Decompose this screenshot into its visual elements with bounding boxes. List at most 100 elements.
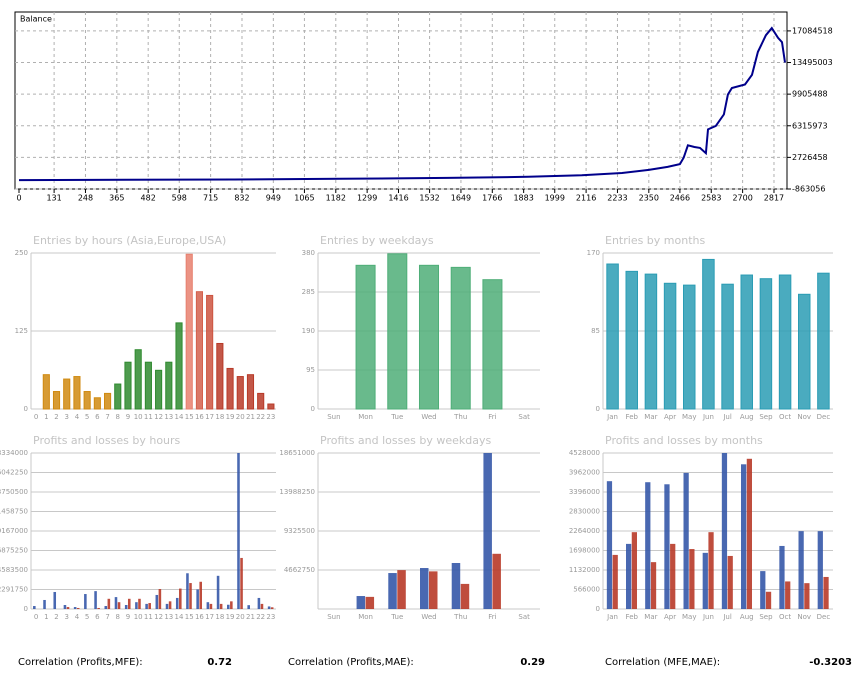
x-tick-label: Sat — [518, 413, 530, 421]
bar — [798, 531, 804, 609]
x-tick-label: 2817 — [764, 194, 784, 203]
bar — [663, 282, 677, 410]
x-tick-label: May — [682, 613, 696, 621]
x-tick-label: Jul — [722, 613, 732, 621]
y-tick-label: 2726458 — [792, 153, 828, 162]
correlation-label: Correlation (MFE,MAE): — [605, 657, 720, 668]
bar — [196, 589, 199, 609]
x-tick-label: 9 — [126, 413, 130, 421]
x-tick-label: 17 — [205, 413, 214, 421]
y-tick-label: 3396000 — [569, 488, 600, 496]
x-tick-label: Tue — [390, 413, 403, 421]
y-tick-label: 0 — [24, 605, 28, 613]
bar — [53, 591, 57, 609]
x-tick-label: Dec — [817, 613, 831, 621]
x-tick-label: 5 — [85, 613, 89, 621]
bar — [186, 573, 189, 609]
y-tick-label: 13988250 — [279, 488, 315, 496]
x-tick-label: 365 — [109, 194, 124, 203]
bar — [199, 581, 202, 609]
x-tick-label: 12 — [154, 413, 163, 421]
x-tick-label: Wed — [421, 613, 436, 621]
y-tick-label: 1698000 — [569, 547, 600, 555]
bar — [759, 278, 773, 410]
bar — [460, 583, 470, 609]
bar — [625, 270, 638, 410]
correlation-value: 0.29 — [520, 657, 545, 668]
x-tick-label: 15 — [185, 413, 194, 421]
bar — [148, 603, 151, 609]
bar — [483, 453, 492, 609]
bar — [206, 602, 210, 609]
bar — [397, 570, 406, 609]
bar — [260, 603, 264, 609]
bar — [631, 532, 637, 609]
x-tick-label: 0 — [34, 613, 38, 621]
bar — [760, 571, 766, 609]
bar — [492, 553, 501, 609]
x-tick-label: 2700 — [732, 194, 752, 203]
x-tick-label: 3 — [64, 413, 68, 421]
x-tick-label: Thu — [453, 413, 467, 421]
bar — [63, 605, 67, 609]
x-tick-label: 248 — [78, 194, 93, 203]
bar — [817, 531, 823, 609]
bar — [216, 575, 220, 609]
bar — [127, 598, 131, 609]
bar — [145, 603, 148, 609]
x-tick-label: Mar — [644, 613, 657, 621]
x-tick-label: 13 — [164, 413, 173, 421]
bar — [158, 589, 162, 609]
x-tick-label: Apr — [664, 413, 676, 421]
y-tick-label: 1132000 — [569, 566, 600, 574]
x-tick-label: 23 — [266, 413, 275, 421]
x-tick-label: 832 — [234, 194, 249, 203]
x-tick-label: Fri — [488, 413, 496, 421]
bar — [76, 607, 80, 609]
balance-line — [18, 26, 786, 182]
x-tick-label: 20 — [236, 613, 245, 621]
x-tick-label: 22 — [256, 613, 265, 621]
x-tick-label: 2 — [54, 413, 58, 421]
y-tick-label: 11458750 — [0, 508, 28, 516]
y-tick-label: 4583500 — [0, 566, 28, 574]
bar — [185, 253, 193, 410]
bar — [482, 279, 503, 410]
bar — [73, 376, 81, 410]
x-tick-label: Oct — [779, 613, 791, 621]
x-tick-label: Thu — [453, 613, 467, 621]
x-tick-label: 13 — [164, 613, 173, 621]
bar — [450, 266, 471, 410]
bar — [429, 571, 438, 609]
x-tick-label: 8 — [116, 413, 120, 421]
chart-title: Entries by months — [605, 234, 705, 247]
bar — [104, 606, 108, 609]
bar — [144, 361, 152, 410]
bar — [708, 532, 714, 609]
bar — [356, 596, 366, 609]
bar — [240, 557, 243, 609]
bar — [727, 555, 733, 609]
x-tick-label: Oct — [779, 413, 791, 421]
y-tick-label: 3962000 — [569, 469, 600, 477]
x-tick-label: Feb — [626, 613, 639, 621]
y-tick-label: 18334000 — [0, 449, 28, 457]
x-tick-label: 2583 — [701, 194, 721, 203]
x-tick-label: Mar — [644, 413, 657, 421]
bar — [42, 374, 50, 410]
x-tick-label: 1532 — [419, 194, 439, 203]
bar — [168, 601, 172, 609]
y-tick-label: 9167000 — [0, 527, 28, 535]
y-tick-label: 0 — [311, 405, 315, 413]
bar — [644, 273, 658, 410]
x-tick-label: May — [682, 413, 696, 421]
bar — [606, 481, 613, 609]
correlation-value: 0.72 — [207, 657, 232, 668]
x-tick-label: 16 — [195, 613, 204, 621]
x-tick-label: 2 — [54, 613, 58, 621]
x-tick-label: 19 — [226, 613, 235, 621]
x-tick-label: 21 — [246, 613, 255, 621]
bar — [664, 484, 670, 609]
y-tick-label: 85 — [591, 327, 600, 335]
x-tick-label: Dec — [817, 413, 831, 421]
